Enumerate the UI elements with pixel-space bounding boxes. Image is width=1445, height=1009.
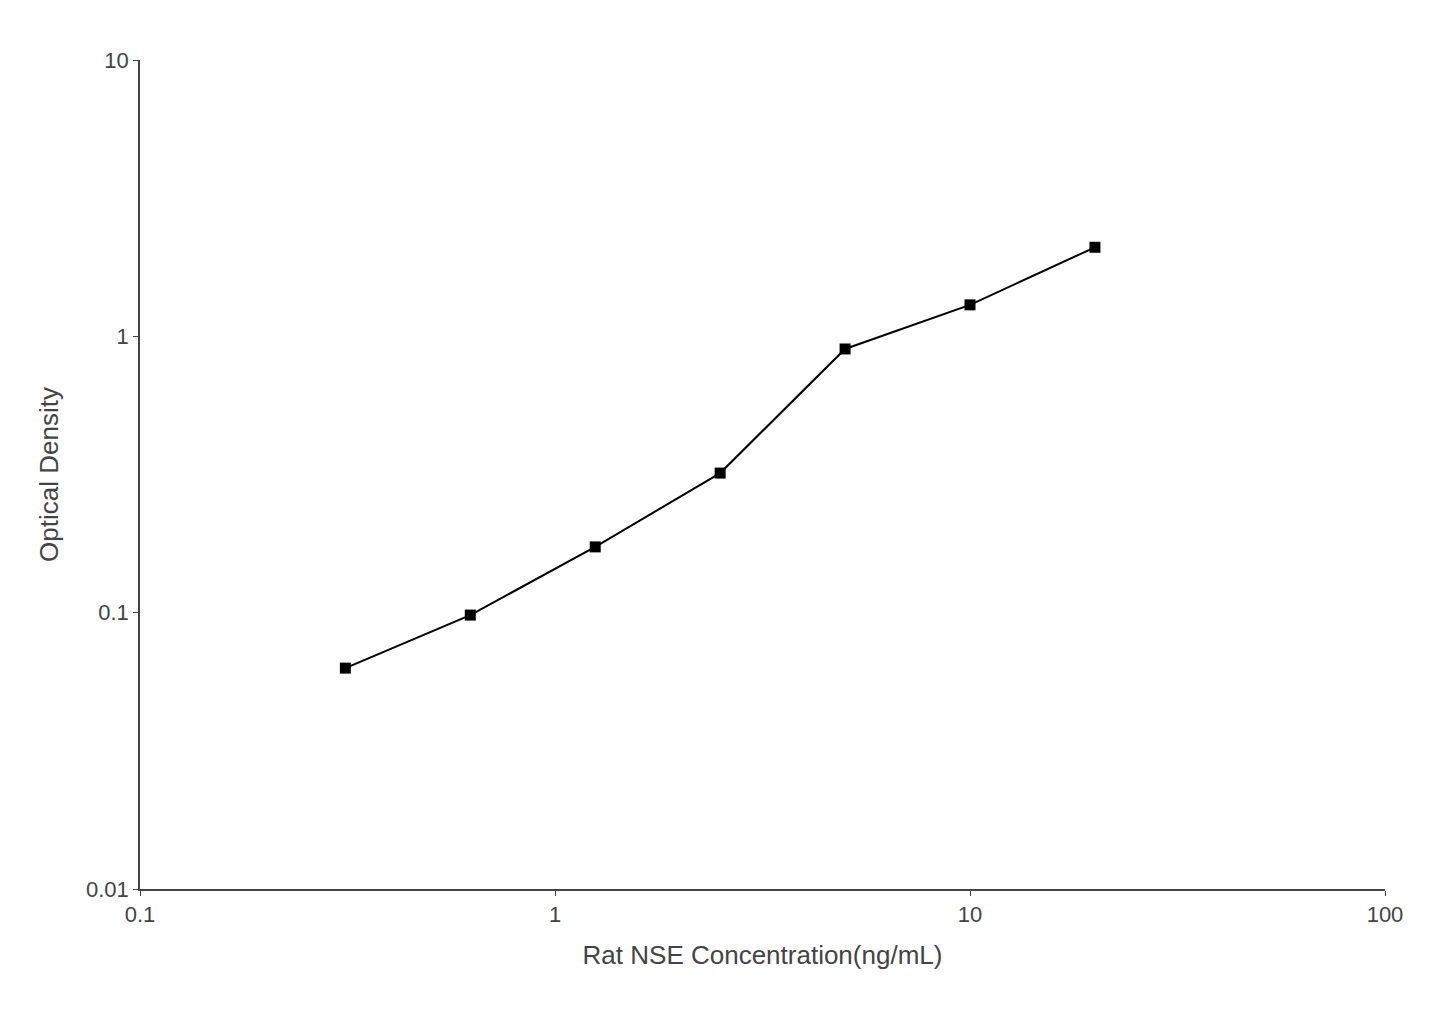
svg-text:0.01: 0.01 (86, 877, 129, 902)
svg-text:1: 1 (117, 324, 129, 349)
svg-text:1: 1 (549, 902, 561, 927)
svg-text:100: 100 (1367, 902, 1404, 927)
svg-text:10: 10 (104, 48, 128, 73)
svg-text:0.1: 0.1 (98, 600, 129, 625)
svg-text:10: 10 (958, 902, 982, 927)
svg-text:Rat NSE Concentration(ng/mL): Rat NSE Concentration(ng/mL) (583, 940, 943, 970)
svg-text:0.1: 0.1 (125, 902, 156, 927)
svg-text:Optical Density: Optical Density (34, 387, 64, 562)
